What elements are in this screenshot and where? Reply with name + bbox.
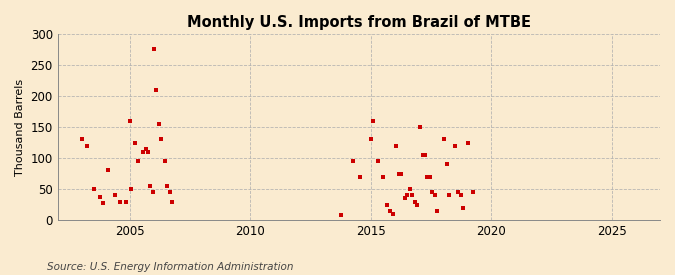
Point <box>373 159 383 163</box>
Point <box>167 199 178 204</box>
Point <box>452 190 463 194</box>
Point <box>164 190 175 194</box>
Point <box>348 159 358 163</box>
Point <box>147 190 158 194</box>
Point <box>420 153 431 157</box>
Point <box>140 147 151 151</box>
Point <box>365 137 376 142</box>
Point <box>110 193 121 197</box>
Point <box>450 144 460 148</box>
Point <box>417 153 428 157</box>
Point <box>391 144 402 148</box>
Point <box>159 159 170 163</box>
Point <box>156 137 167 142</box>
Point <box>412 202 423 207</box>
Point <box>354 175 365 179</box>
Point <box>88 187 99 191</box>
Point <box>377 175 388 179</box>
Point <box>455 193 466 197</box>
Point <box>393 171 404 176</box>
Point <box>115 199 126 204</box>
Point <box>138 150 148 154</box>
Point <box>404 187 415 191</box>
Point <box>429 193 440 197</box>
Point <box>125 119 136 123</box>
Point <box>121 199 132 204</box>
Text: Source: U.S. Energy Information Administration: Source: U.S. Energy Information Administ… <box>47 262 294 271</box>
Point <box>153 122 164 126</box>
Point <box>432 209 443 213</box>
Point <box>407 193 418 197</box>
Point <box>463 140 474 145</box>
Point <box>415 125 426 129</box>
Point <box>81 144 92 148</box>
Point <box>145 184 156 188</box>
Point <box>162 184 173 188</box>
Point <box>387 212 398 216</box>
Point <box>439 137 450 142</box>
Point <box>385 209 396 213</box>
Point <box>130 140 140 145</box>
Point <box>396 171 406 176</box>
Point <box>76 137 87 142</box>
Point <box>409 199 420 204</box>
Point <box>443 193 454 197</box>
Point <box>151 88 162 92</box>
Point <box>425 175 435 179</box>
Point <box>148 47 159 52</box>
Point <box>133 159 144 163</box>
Point <box>335 213 346 217</box>
Point <box>368 119 379 123</box>
Point <box>422 175 433 179</box>
Point <box>103 168 113 173</box>
Title: Monthly U.S. Imports from Brazil of MTBE: Monthly U.S. Imports from Brazil of MTBE <box>187 15 531 30</box>
Point <box>126 187 136 191</box>
Point <box>142 150 153 154</box>
Point <box>427 190 437 194</box>
Point <box>402 193 412 197</box>
Point <box>458 205 468 210</box>
Point <box>95 194 105 199</box>
Point <box>98 200 109 205</box>
Point <box>441 162 452 166</box>
Point <box>468 190 479 194</box>
Point <box>381 202 392 207</box>
Y-axis label: Thousand Barrels: Thousand Barrels <box>15 78 25 176</box>
Point <box>399 196 410 201</box>
